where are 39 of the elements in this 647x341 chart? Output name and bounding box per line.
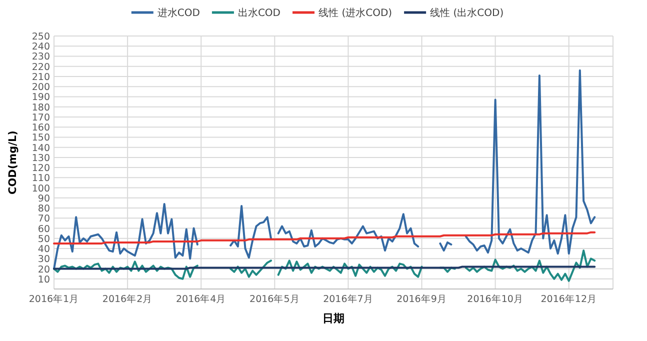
y-tick-label: 10 bbox=[38, 274, 50, 286]
y-tick-label: 180 bbox=[32, 102, 50, 114]
y-tick-label: 220 bbox=[32, 62, 50, 73]
y-tick-label: 230 bbox=[32, 52, 50, 63]
x-tick-label: 2016年2月 bbox=[102, 293, 153, 305]
y-tick-label: 30 bbox=[38, 254, 50, 266]
x-tick-label: 2016年5月 bbox=[250, 293, 300, 305]
y-tick-label: 120 bbox=[32, 163, 50, 174]
x-axis-title: 日期 bbox=[322, 312, 344, 325]
x-tick-label: 2016年7月 bbox=[323, 293, 374, 305]
y-tick-label: 140 bbox=[32, 142, 50, 154]
y-tick-label: 240 bbox=[32, 42, 50, 53]
x-tick-label: 2016年1月 bbox=[28, 293, 80, 305]
y-tick-label: 80 bbox=[38, 204, 50, 215]
legend-label: 进水COD bbox=[157, 7, 200, 19]
y-tick-label: 210 bbox=[32, 72, 50, 83]
x-tick-label: 2016年12月 bbox=[540, 293, 597, 305]
y-tick-label: 40 bbox=[38, 244, 50, 256]
y-tick-label: 110 bbox=[32, 173, 50, 184]
y-tick-label: 190 bbox=[32, 92, 50, 104]
x-tick-label: 2016年9月 bbox=[396, 293, 447, 305]
y-tick-label: 100 bbox=[32, 183, 50, 194]
y-tick-label: 130 bbox=[32, 152, 50, 164]
legend-label: 出水COD bbox=[238, 7, 281, 19]
y-tick-label: 250 bbox=[32, 32, 50, 42]
y-tick-label: 70 bbox=[38, 214, 50, 225]
x-tick-label: 2016年4月 bbox=[176, 293, 226, 305]
legend-label: 线性 (出水COD) bbox=[430, 7, 504, 19]
y-tick-label: 60 bbox=[38, 224, 50, 235]
y-tick-label: 200 bbox=[32, 82, 50, 94]
legend-label: 线性 (进水COD) bbox=[318, 7, 392, 19]
y-tick-label: 160 bbox=[32, 122, 50, 134]
y-tick-label: 50 bbox=[38, 234, 50, 245]
y-axis-title: COD(mg/L) bbox=[7, 130, 19, 194]
x-tick-label: 2016年10月 bbox=[467, 293, 524, 305]
y-tick-label: 150 bbox=[32, 132, 50, 144]
y-tick-label: 20 bbox=[38, 264, 50, 276]
y-tick-label: 170 bbox=[32, 112, 50, 124]
y-tick-label: 90 bbox=[38, 193, 50, 204]
